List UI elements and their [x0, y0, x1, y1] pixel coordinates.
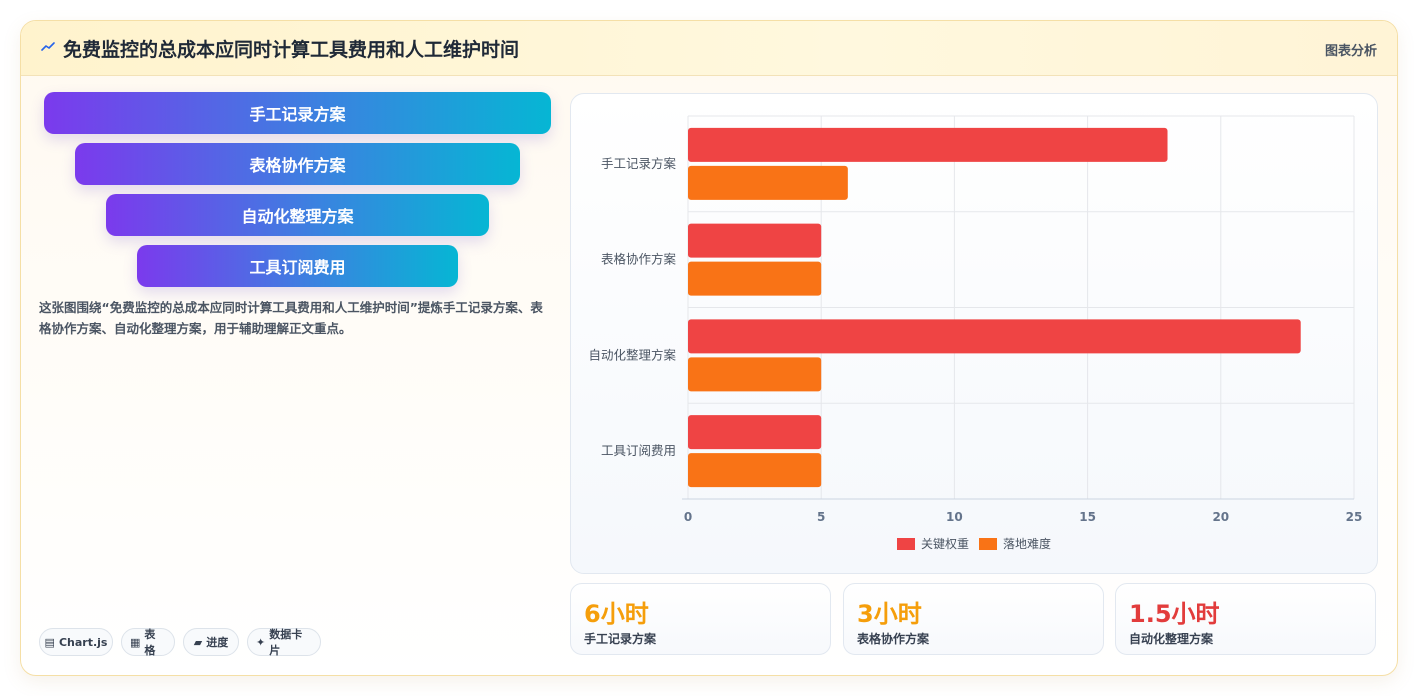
x-tick-label: 15 [1079, 510, 1096, 524]
sparkle-icon: ✦ [256, 635, 266, 649]
chip-progress[interactable]: ▰ 进度 [183, 628, 239, 656]
y-tick-label: 手工记录方案 [601, 156, 677, 171]
stat-card-2: 3小时 表格协作方案 [843, 583, 1104, 655]
chip-label: 数据卡片 [269, 628, 303, 657]
x-tick-label: 25 [1346, 510, 1363, 524]
stat-label: 手工记录方案 [584, 632, 657, 646]
funnel-step-1: 手工记录方案 [44, 92, 551, 134]
chip-table[interactable]: ▦ 表格 [121, 628, 175, 657]
card-header: 免费监控的总成本应同时计算工具费用和人工维护时间 图表分析 [21, 21, 1397, 76]
table-icon: ▦ [130, 635, 141, 649]
x-tick-label: 10 [946, 510, 963, 524]
chip-label: Chart.js [58, 635, 108, 649]
stat-card-3: 1.5小时 自动化整理方案 [1115, 583, 1376, 655]
progress-icon: ▰ [193, 635, 203, 649]
y-tick-label: 自动化整理方案 [588, 347, 676, 362]
x-tick-label: 5 [817, 510, 825, 524]
stat-value: 3小时 [857, 600, 922, 628]
bar-weight [688, 415, 822, 450]
stat-label: 表格协作方案 [857, 632, 930, 646]
stat-value: 1.5小时 [1129, 600, 1220, 628]
funnel-step-4: 工具订阅费用 [137, 245, 458, 287]
y-tick-label: 表格协作方案 [601, 252, 677, 267]
y-tick-label: 工具订阅费用 [601, 443, 676, 458]
trend-icon [41, 42, 55, 51]
chart-description: 这张图围绕“免费监控的总成本应同时计算工具费用和人工维护时间”提炼手工记录方案、… [39, 300, 543, 336]
legend-label: 关键权重 [921, 537, 969, 551]
stat-card-1: 6小时 手工记录方案 [570, 583, 831, 655]
chip-label: 表格 [144, 628, 156, 657]
chart-icon: ▤ [44, 635, 55, 649]
chip-chartjs[interactable]: ▤ Chart.js [39, 628, 113, 656]
chip-label: 进度 [206, 636, 229, 649]
bar-weight [688, 319, 1301, 354]
legend-swatch [897, 538, 915, 550]
bar-weight [688, 223, 822, 258]
funnel-step-3: 自动化整理方案 [106, 194, 489, 236]
stat-label: 自动化整理方案 [1129, 632, 1214, 646]
bar-difficulty [688, 165, 848, 200]
legend-label: 落地难度 [1003, 536, 1051, 551]
chip-data-card[interactable]: ✦ 数据卡片 [247, 628, 321, 657]
funnel-step-2: 表格协作方案 [75, 143, 520, 185]
chart-panel: 0 5 10 15 20 25 手工记录方案 表格协作方案自动化整理方案工具订阅费用关键权重 落… [570, 93, 1378, 574]
bar-difficulty [688, 261, 822, 296]
x-tick-label: 20 [1212, 510, 1229, 524]
chart-analysis-link[interactable]: 图表分析 [1324, 44, 1377, 59]
content-card: 免费监控的总成本应同时计算工具费用和人工维护时间 图表分析 手工记录方案 表格协… [20, 20, 1398, 676]
page-title: 免费监控的总成本应同时计算工具费用和人工维护时间 [63, 39, 520, 61]
x-tick-label: 0 [684, 510, 692, 524]
bar-difficulty [688, 357, 822, 392]
bar-difficulty [688, 453, 822, 488]
bar-weight [688, 127, 1168, 162]
legend-swatch [979, 538, 997, 550]
stat-value: 6小时 [584, 600, 649, 628]
